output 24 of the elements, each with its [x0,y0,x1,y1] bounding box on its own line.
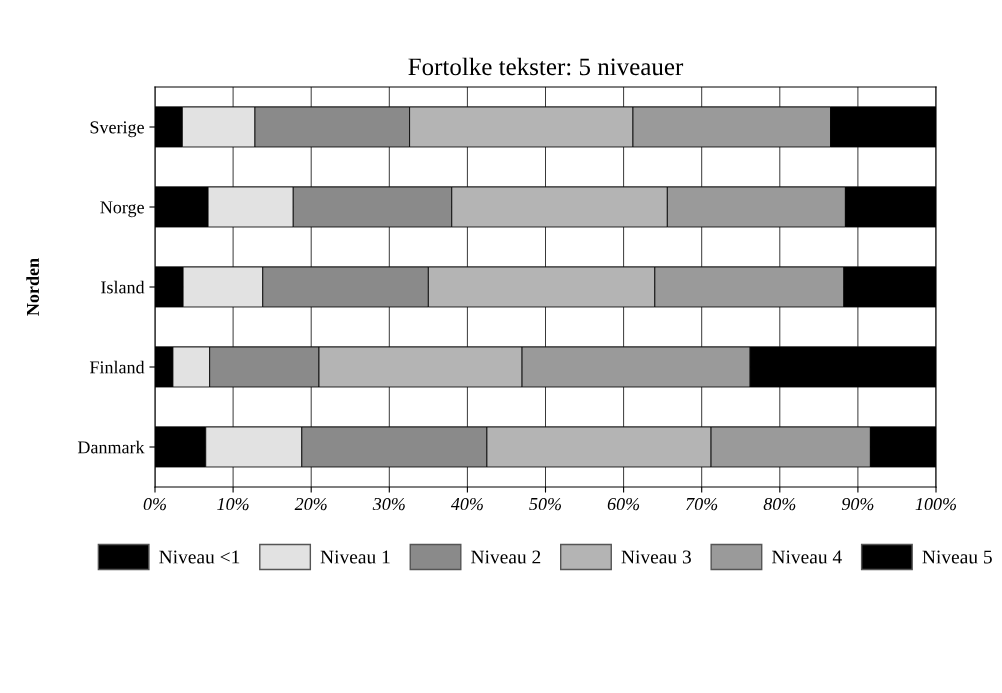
x-tick-label: 40% [450,497,483,511]
y-axis-title: Norden [26,258,40,316]
legend-label: Niveau <1 [159,550,240,564]
x-tick-label: 90% [841,497,874,511]
legend-label: Niveau 3 [621,550,691,564]
x-tick-label: 100% [915,497,957,511]
chart-title: Fortolke tekster: 5 niveauer [408,57,684,76]
legend-label: Niveau 5 [922,550,992,564]
x-tick-label: 0% [143,497,166,511]
y-tick-label: Island [101,280,145,294]
x-tick-label: 10% [217,497,249,511]
x-tick-label: 50% [529,497,562,511]
y-tick-label: Finland [89,360,145,374]
y-tick-label: Danmark [77,440,145,454]
x-tick-label: 60% [607,497,640,511]
x-tick-label: 70% [686,497,718,511]
legend-label: Niveau 1 [320,550,390,564]
x-tick-label: 80% [763,497,796,511]
y-tick-label: Norge [100,201,144,218]
legend-label: Niveau 2 [471,550,541,564]
y-tick-label: Sverige [90,121,144,138]
x-tick-label: 20% [294,497,327,511]
x-tick-label: 30% [372,497,405,511]
legend-label: Niveau 4 [772,550,842,564]
